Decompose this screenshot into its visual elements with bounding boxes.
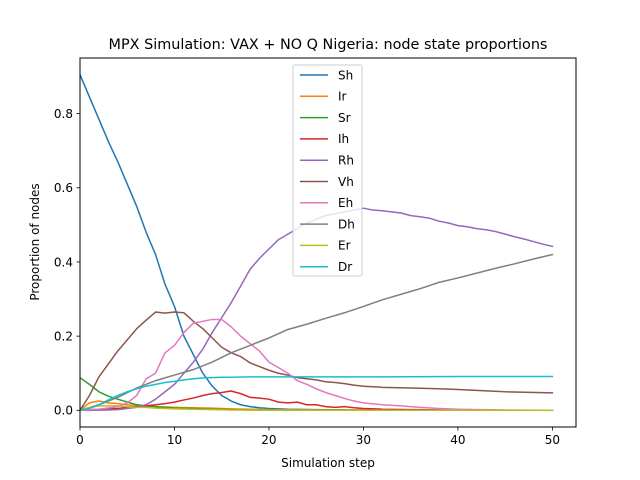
legend-label-dh: Dh	[338, 217, 355, 231]
series-line-dh	[80, 253, 554, 412]
legend-label-er: Er	[338, 239, 351, 253]
legend-label-dr: Dr	[338, 260, 352, 274]
series-line-ih	[80, 390, 554, 412]
x-tick-label: 50	[545, 433, 560, 447]
y-tick-label: 0.0	[54, 404, 73, 418]
x-tick-label: 40	[450, 433, 465, 447]
series-line-er	[80, 405, 554, 412]
legend: Sh Ir Sr Ih Rh Vh Eh Dh Er Dr	[292, 64, 363, 277]
y-tick-label: 0.6	[54, 181, 73, 195]
x-axis-label: Simulation step	[281, 456, 375, 470]
y-tick-label: 0.8	[54, 107, 73, 121]
legend-label-eh: Eh	[338, 196, 353, 210]
series-line-eh	[80, 318, 554, 412]
series-line-vh	[80, 311, 554, 412]
legend-label-sh: Sh	[338, 68, 353, 82]
x-axis: 0 10 20 30 40 50	[76, 427, 560, 447]
legend-label-sr: Sr	[338, 111, 351, 125]
y-tick-label: 0.4	[54, 255, 73, 269]
legend-label-ir: Ir	[338, 90, 347, 104]
series-line-dr	[80, 375, 554, 412]
y-axis-label: Proportion of nodes	[28, 183, 42, 300]
series-layer	[80, 73, 554, 412]
legend-label-ih: Ih	[338, 132, 349, 146]
x-tick-label: 20	[261, 433, 276, 447]
plot-frame	[79, 57, 577, 428]
chart-title: MPX Simulation: VAX + NO Q Nigeria: node…	[109, 37, 548, 53]
x-tick-label: 10	[167, 433, 182, 447]
legend-label-vh: Vh	[338, 175, 354, 189]
legend-label-rh: Rh	[338, 154, 354, 168]
x-tick-label: 0	[76, 433, 84, 447]
y-axis: 0.0 0.2 0.4 0.6 0.8	[54, 107, 80, 418]
x-tick-label: 30	[356, 433, 371, 447]
y-tick-label: 0.2	[54, 329, 73, 343]
